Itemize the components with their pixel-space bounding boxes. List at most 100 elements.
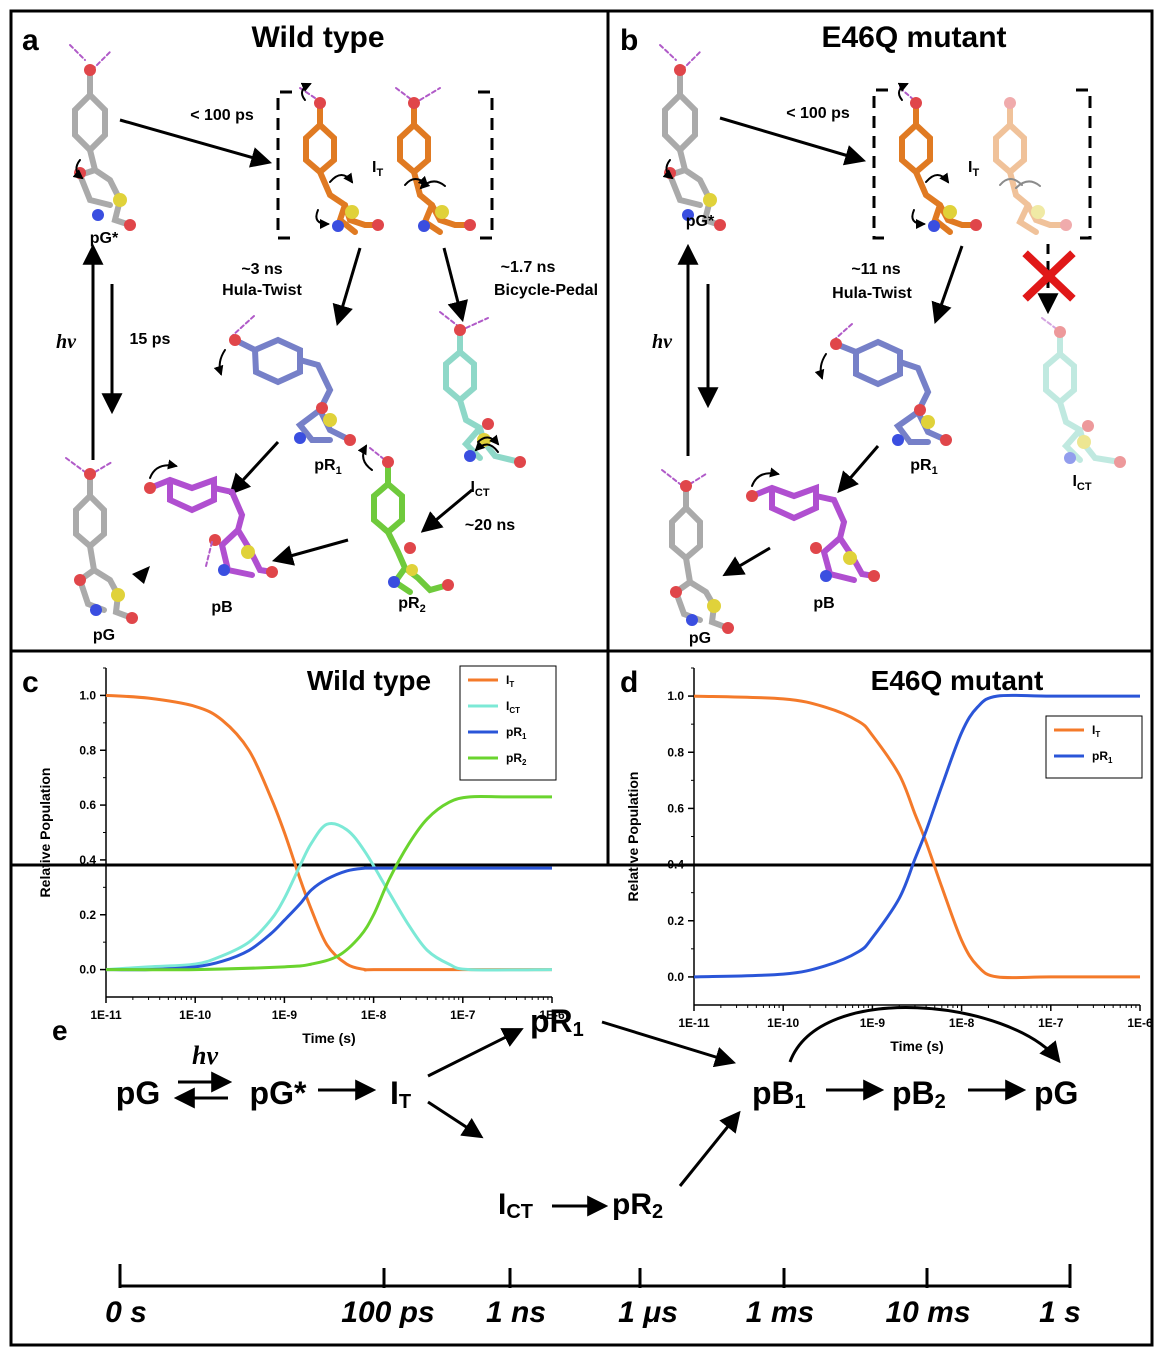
series-line-pR2 [105, 794, 553, 972]
legend-label: pR2 [506, 751, 527, 767]
x-tick-label: 1E-6 [1127, 1016, 1153, 1030]
legend-box [1045, 715, 1143, 779]
label-IT-a: IT [372, 159, 383, 179]
arrow-pR1-pB-a [229, 440, 280, 496]
y-tick-label: 1.0 [79, 688, 96, 702]
molecule-pG-star-a [69, 44, 136, 231]
panel-a-title: Wild type [251, 21, 384, 54]
label-bp-a: Bicycle-Pedal [494, 282, 598, 299]
x-tick-label: 1E-11 [90, 1008, 122, 1022]
legend-label: IT [1092, 723, 1100, 739]
x-tick-label: 1E-10 [179, 1008, 211, 1022]
series-line-pR1 [105, 866, 552, 972]
legend-label: pR1 [1092, 749, 1113, 765]
label-15ps-a: 15 ps [130, 331, 171, 348]
panel-e-letter: e [52, 1015, 68, 1046]
molecule-ICT-b-faded [1041, 317, 1126, 468]
y-tick-label: 0.4 [667, 858, 684, 872]
timeline-1ns: 1 ns [486, 1296, 546, 1329]
label-fast-a: < 100 ps [190, 107, 254, 124]
bracket-IT-a [276, 90, 494, 240]
y-tick-label: 0.2 [79, 908, 96, 922]
arrow-ICT-pR2-a [420, 488, 473, 533]
x-axis-label: Time (s) [890, 1038, 943, 1054]
node-pR2-e: pR2 [612, 1188, 663, 1223]
panel-b-title: E46Q mutant [821, 21, 1006, 54]
arrow-IT-ICT-a [442, 247, 468, 323]
molecule-pG-b [661, 469, 734, 634]
y-axis-label: Relative Population [625, 772, 641, 902]
panel-a: a Wild type pG* < 100 ps [22, 21, 598, 644]
molecule-IT-a-1 [299, 82, 384, 235]
x-axis-label: Time (s) [302, 1030, 355, 1046]
timeline-axis [118, 1264, 1072, 1288]
molecule-pB-a [144, 459, 278, 578]
legend-label: IT [506, 673, 514, 689]
label-ICT-a: ICT [470, 479, 489, 499]
chart-title: Wild type [307, 665, 431, 696]
label-pR2-a: pR2 [398, 595, 425, 615]
panel-e: e hν pG pG* IT pR1 ICT pR2 pB1 pB2 pG [52, 1003, 1081, 1329]
molecule-pR2-a [357, 444, 454, 595]
label-hv-a: hν [56, 331, 77, 353]
x-tick-label: 1E-7 [450, 1008, 476, 1022]
y-tick-label: 1.0 [667, 689, 684, 703]
panel-d: d E46Q mutant 0.0 0.2 0.4 0.6 0.8 1.0 1E-11 1E-1… [620, 665, 1153, 1054]
panel-d-letter: d [620, 666, 638, 699]
chart-e46q-mutant: E46Q mutant 0.0 0.2 0.4 0.6 0.8 1.0 1E-11 1E-10 1… [625, 665, 1153, 1054]
label-pG-a: pG [93, 627, 115, 644]
label-pR1-b: pR1 [910, 457, 937, 477]
legend-label: ICT [506, 699, 520, 715]
y-tick-label: 0.2 [667, 914, 684, 928]
y-tick-label: 0.6 [79, 798, 96, 812]
x-tick-label: 1E-8 [361, 1008, 387, 1022]
arrow-pR1-pB-b [837, 445, 880, 494]
series-line-IT [693, 694, 1140, 980]
label-20ns-a: ~20 ns [465, 517, 515, 534]
panel-frames [9, 9, 1154, 1347]
molecule-pR1-a [213, 315, 356, 446]
node-pG-end-e: pG [1034, 1075, 1078, 1111]
arrow-IT-pR1-a [332, 247, 362, 327]
label-hula-time-b: ~11 ns [851, 261, 900, 278]
x-tick-label: 1E-6 [539, 1008, 565, 1022]
x-tick-label: 1E-7 [1038, 1016, 1064, 1030]
arrow-pR2-pB-a [271, 538, 349, 566]
arrow-pGstar-IT-b [719, 116, 867, 166]
label-pB-a: pB [211, 599, 232, 616]
label-pG-b: pG [689, 630, 711, 647]
series-line-ICT [105, 822, 553, 972]
legend-label: pR1 [506, 725, 527, 741]
molecule-IT-a-2 [395, 87, 476, 235]
y-tick-label: 0.8 [79, 743, 96, 757]
timeline-0s: 0 s [105, 1296, 147, 1329]
label-hula-b: Hula-Twist [832, 285, 912, 302]
label-pR1-a: pR1 [314, 457, 341, 477]
molecule-pG-star-b [659, 44, 726, 231]
label-fast-b: < 100 ps [786, 105, 850, 122]
node-pG-e: pG [116, 1075, 160, 1111]
arrow-pR2-pB1-e [678, 1110, 741, 1187]
y-tick-label: 0.0 [667, 970, 684, 984]
label-hv-b: hν [652, 331, 673, 353]
molecule-IT-b-2-faded [993, 97, 1072, 235]
timeline-1ms: 1 ms [746, 1296, 814, 1329]
panel-c-letter: c [22, 666, 39, 699]
node-pB1-e: pB1 [752, 1075, 806, 1113]
label-hula-a: Hula-Twist [222, 282, 302, 299]
node-IT-e: IT [390, 1075, 411, 1113]
y-tick-label: 0.6 [667, 801, 684, 815]
arrow-IT-pR1-e [427, 1028, 524, 1078]
molecule-IT-b-1 [897, 82, 982, 235]
x-tick-label: 1E-10 [767, 1016, 799, 1030]
red-x-icon [1022, 250, 1076, 302]
node-pGstar-e: pG* [250, 1075, 307, 1111]
label-hula-time-a: ~3 ns [241, 261, 282, 278]
x-tick-label: 1E-8 [949, 1016, 975, 1030]
timeline-1s: 1 s [1039, 1296, 1081, 1329]
arrow-IT-pR1-b [931, 245, 964, 324]
chart-wild-type: Wild type 0.0 0.2 0.4 0.6 0.8 1.0 1E-11 1E-10 1E-… [37, 665, 565, 1046]
panel-a-letter: a [22, 24, 39, 57]
arrow-pB1-pG-bypass-e [788, 1006, 1061, 1064]
